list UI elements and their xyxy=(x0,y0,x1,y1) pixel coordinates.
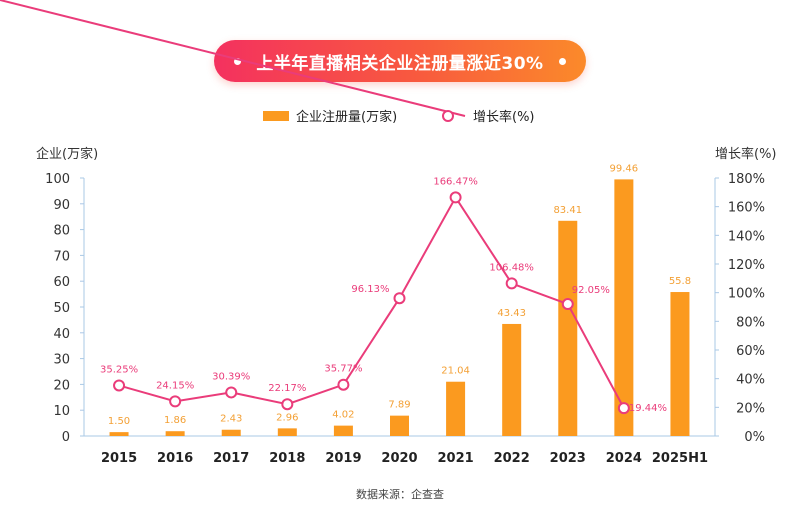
growth-value-label: 106.48% xyxy=(489,262,534,273)
x-tick-label: 2019 xyxy=(325,451,361,466)
y-left-tick-label: 40 xyxy=(53,327,70,342)
bar xyxy=(670,292,690,436)
growth-value-label: 166.47% xyxy=(433,176,478,187)
growth-value-label: 19.44% xyxy=(629,403,667,414)
y-left-tick-label: 20 xyxy=(53,378,70,393)
x-tick-label: 2021 xyxy=(437,451,473,466)
growth-value-label: 22.17% xyxy=(268,383,306,394)
x-ticks: 2015 2016 2017 2018 2019 2020 2021 2022 2023 2024… xyxy=(101,451,708,466)
bar-value-label: 21.04 xyxy=(441,366,470,377)
y-right-tick-label: 120% xyxy=(728,258,765,273)
bar xyxy=(390,415,409,436)
bar xyxy=(558,220,578,436)
y-left-tick-label: 50 xyxy=(53,301,70,316)
legend-line-label: 增长率(%) xyxy=(473,109,535,125)
y-right-tick-label: 160% xyxy=(728,201,765,216)
source-note: 数据来源：企查查 xyxy=(356,488,444,501)
bar-value-label: 99.46 xyxy=(610,163,639,174)
bullet-icon xyxy=(559,57,566,65)
legend-bar-label: 企业注册量(万家) xyxy=(296,109,397,125)
bar xyxy=(502,323,522,436)
bar-value-label: 4.02 xyxy=(332,410,354,421)
y-left-tick-label: 30 xyxy=(53,353,70,368)
y-left-tick-label: 70 xyxy=(53,249,70,264)
bar-value-label: 55.8 xyxy=(669,276,691,287)
growth-point xyxy=(505,277,518,290)
bar-value-label: 7.89 xyxy=(388,400,410,411)
bar xyxy=(221,429,241,436)
chart-title: 上半年直播相关企业注册量涨近30% xyxy=(256,53,544,74)
growth-point xyxy=(449,191,462,204)
y-right-tick-label: 60% xyxy=(736,344,765,359)
bar-value-label: 2.43 xyxy=(220,414,242,425)
y-right-tick-label: 180% xyxy=(728,172,765,187)
bar xyxy=(333,425,353,436)
x-tick-label: 2018 xyxy=(269,451,305,466)
bar-value-label: 83.41 xyxy=(553,205,582,216)
bar-labels: 1.50 1.86 2.43 2.96 4.02 7.89 21.04 43.43 83.41 9… xyxy=(108,163,691,427)
x-tick-label: 2017 xyxy=(213,451,249,466)
y-left-tick-label: 100 xyxy=(45,172,70,187)
title-banner: 上半年直播相关企业注册量涨近30% xyxy=(214,40,586,82)
bar-value-label: 1.86 xyxy=(164,415,186,426)
y-left-tick-label: 60 xyxy=(53,275,70,290)
y-left-tick-label: 90 xyxy=(53,198,70,213)
growth-value-label: 35.77% xyxy=(324,364,362,375)
x-tick-label: 2022 xyxy=(494,451,530,466)
bar xyxy=(109,432,129,436)
x-tick-label: 2024 xyxy=(606,451,642,466)
y-right-tick-label: 100% xyxy=(728,287,765,302)
bar-value-label: 1.50 xyxy=(108,416,130,427)
growth-point xyxy=(561,298,574,311)
axes: 0 10 20 30 40 50 60 70 80 90 100 0% 20% 40% 60% 80% 100%… xyxy=(45,172,765,445)
x-tick-label: 2023 xyxy=(550,451,586,466)
x-tick-label: 2025H1 xyxy=(652,451,708,466)
growth-point xyxy=(169,395,182,408)
y-right-tick-label: 80% xyxy=(736,315,765,330)
bar xyxy=(446,381,466,436)
growth-value-label: 92.05% xyxy=(572,285,610,296)
growth-value-label: 30.39% xyxy=(212,371,250,382)
bar-value-label: 2.96 xyxy=(276,412,298,423)
growth-value-label: 35.25% xyxy=(100,364,138,375)
growth-point xyxy=(281,398,294,411)
x-tick-label: 2016 xyxy=(157,451,193,466)
bar xyxy=(277,428,297,436)
y-left-tick-label: 80 xyxy=(53,224,70,239)
legend: 企业注册量(万家) 增长率(%) xyxy=(0,0,535,125)
growth-value-label: 24.15% xyxy=(156,380,194,391)
legend-line-swatch xyxy=(0,0,466,117)
bar-value-label: 43.43 xyxy=(497,308,526,319)
y-axis-right-title: 增长率(%) xyxy=(715,146,777,162)
y-left-tick-label: 0 xyxy=(62,430,70,445)
y-right-tick-label: 20% xyxy=(736,401,765,416)
legend-bar-swatch xyxy=(263,111,289,121)
legend-line-marker xyxy=(442,110,454,122)
x-tick-label: 2015 xyxy=(101,451,137,466)
growth-point xyxy=(113,379,126,392)
growth-line-path xyxy=(118,195,625,409)
growth-point xyxy=(337,378,350,391)
y-right-tick-label: 0% xyxy=(744,430,765,445)
bullet-icon xyxy=(234,57,241,65)
growth-point xyxy=(225,386,238,399)
growth-point xyxy=(393,292,406,305)
growth-line: 35.25% 24.15% 30.39% 22.17% 35.77% 96.13% 166.… xyxy=(100,176,667,415)
y-axis-left-title: 企业(万家) xyxy=(36,146,98,162)
bar xyxy=(165,431,185,436)
growth-value-label: 96.13% xyxy=(351,284,389,295)
bar xyxy=(614,179,634,437)
y-right-tick-label: 140% xyxy=(728,229,765,244)
y-right-tick-label: 40% xyxy=(736,373,765,388)
growth-point xyxy=(617,402,630,415)
y-left-tick-label: 10 xyxy=(53,404,70,419)
bars xyxy=(109,179,690,437)
x-tick-label: 2020 xyxy=(381,451,417,466)
